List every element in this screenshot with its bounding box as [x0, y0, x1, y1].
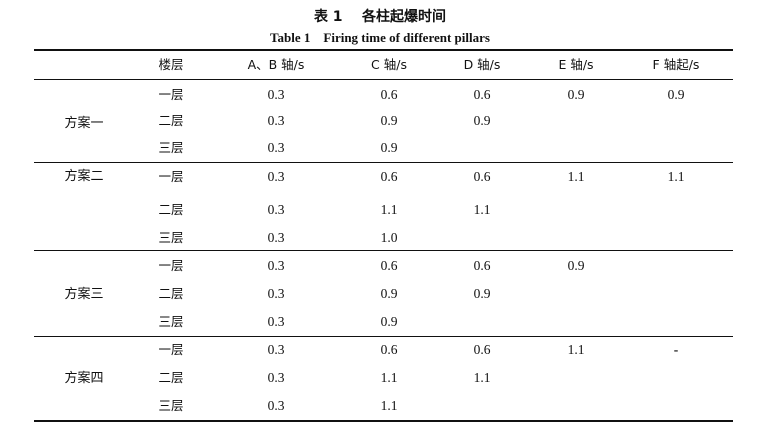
- cell-value-c: 1.1: [380, 398, 398, 413]
- header-rule: [34, 79, 733, 80]
- floor-label: 二层: [158, 202, 184, 217]
- cell-value-e: 0.9: [567, 87, 585, 102]
- top-rule: [34, 49, 733, 51]
- scheme-label: 方案一: [64, 116, 104, 131]
- column-header: 楼层: [158, 57, 184, 72]
- floor-label: 三层: [158, 140, 184, 155]
- cell-value-c: 0.9: [380, 286, 398, 301]
- cell-value-ab: 0.3: [267, 140, 285, 155]
- scheme-label: 方案四: [64, 371, 104, 386]
- table-caption-cn: 表 1 各柱起爆时间: [313, 9, 447, 25]
- scheme-label: 方案三: [64, 287, 104, 302]
- floor-label: 二层: [158, 286, 184, 301]
- cell-value-c: 0.6: [380, 342, 398, 357]
- bottom-rule: [34, 420, 733, 422]
- cell-value-ab: 0.3: [267, 258, 285, 273]
- floor-label: 一层: [158, 258, 184, 273]
- cell-value-d: 1.1: [473, 370, 491, 385]
- column-header: C 轴/s: [371, 57, 407, 72]
- cell-value-c: 0.9: [380, 314, 398, 329]
- cell-value-ab: 0.3: [267, 202, 285, 217]
- cell-value-ab: 0.3: [267, 342, 285, 357]
- cell-value-e: 0.9: [567, 258, 585, 273]
- cell-value-d: 0.6: [473, 87, 491, 102]
- floor-label: 一层: [158, 87, 184, 102]
- cell-value-c: 1.1: [380, 202, 398, 217]
- cell-value-ab: 0.3: [267, 286, 285, 301]
- cell-value-ab: 0.3: [267, 370, 285, 385]
- cell-value-c: 0.9: [380, 140, 398, 155]
- cell-value-c: 0.6: [380, 258, 398, 273]
- floor-label: 三层: [158, 314, 184, 329]
- floor-label: 二层: [158, 370, 184, 385]
- cell-value-c: 0.6: [380, 87, 398, 102]
- cell-value-c: 1.1: [380, 370, 398, 385]
- cell-value-ab: 0.3: [267, 314, 285, 329]
- scheme-label: 方案二: [64, 169, 104, 184]
- cell-value-ab: 0.3: [267, 398, 285, 413]
- cell-value-ab: 0.3: [267, 230, 285, 245]
- floor-label: 三层: [158, 230, 184, 245]
- cell-value-ab: 0.3: [267, 113, 285, 128]
- floor-label: 三层: [158, 398, 184, 413]
- cell-value-e: 1.1: [567, 169, 585, 184]
- group-divider-1: [34, 162, 733, 163]
- cell-value-c: 1.0: [380, 230, 398, 245]
- cell-value-d: 0.9: [473, 286, 491, 301]
- group-divider-3: [34, 336, 733, 337]
- column-header: F 轴起/s: [652, 57, 700, 72]
- cell-value-ab: 0.3: [267, 169, 285, 184]
- cell-value-d: 0.9: [473, 113, 491, 128]
- floor-label: 二层: [158, 113, 184, 128]
- cell-value-e: 1.1: [567, 342, 585, 357]
- table-caption-en: Table 1 Firing time of different pillars: [270, 30, 490, 45]
- cell-value-c: 0.9: [380, 113, 398, 128]
- cell-value-d: 0.6: [473, 169, 491, 184]
- column-header: A、B 轴/s: [247, 57, 305, 72]
- cell-value-d: 0.6: [473, 342, 491, 357]
- column-header: D 轴/s: [463, 57, 501, 72]
- column-header: E 轴/s: [558, 57, 594, 72]
- cell-value-d: 0.6: [473, 258, 491, 273]
- cell-value-d: 1.1: [473, 202, 491, 217]
- cell-value-f: 1.1: [667, 169, 685, 184]
- floor-label: 一层: [158, 342, 184, 357]
- group-divider-2: [34, 250, 733, 251]
- cell-value-f: -: [673, 342, 679, 357]
- cell-value-ab: 0.3: [267, 87, 285, 102]
- cell-value-c: 0.6: [380, 169, 398, 184]
- cell-value-f: 0.9: [667, 87, 685, 102]
- floor-label: 一层: [158, 169, 184, 184]
